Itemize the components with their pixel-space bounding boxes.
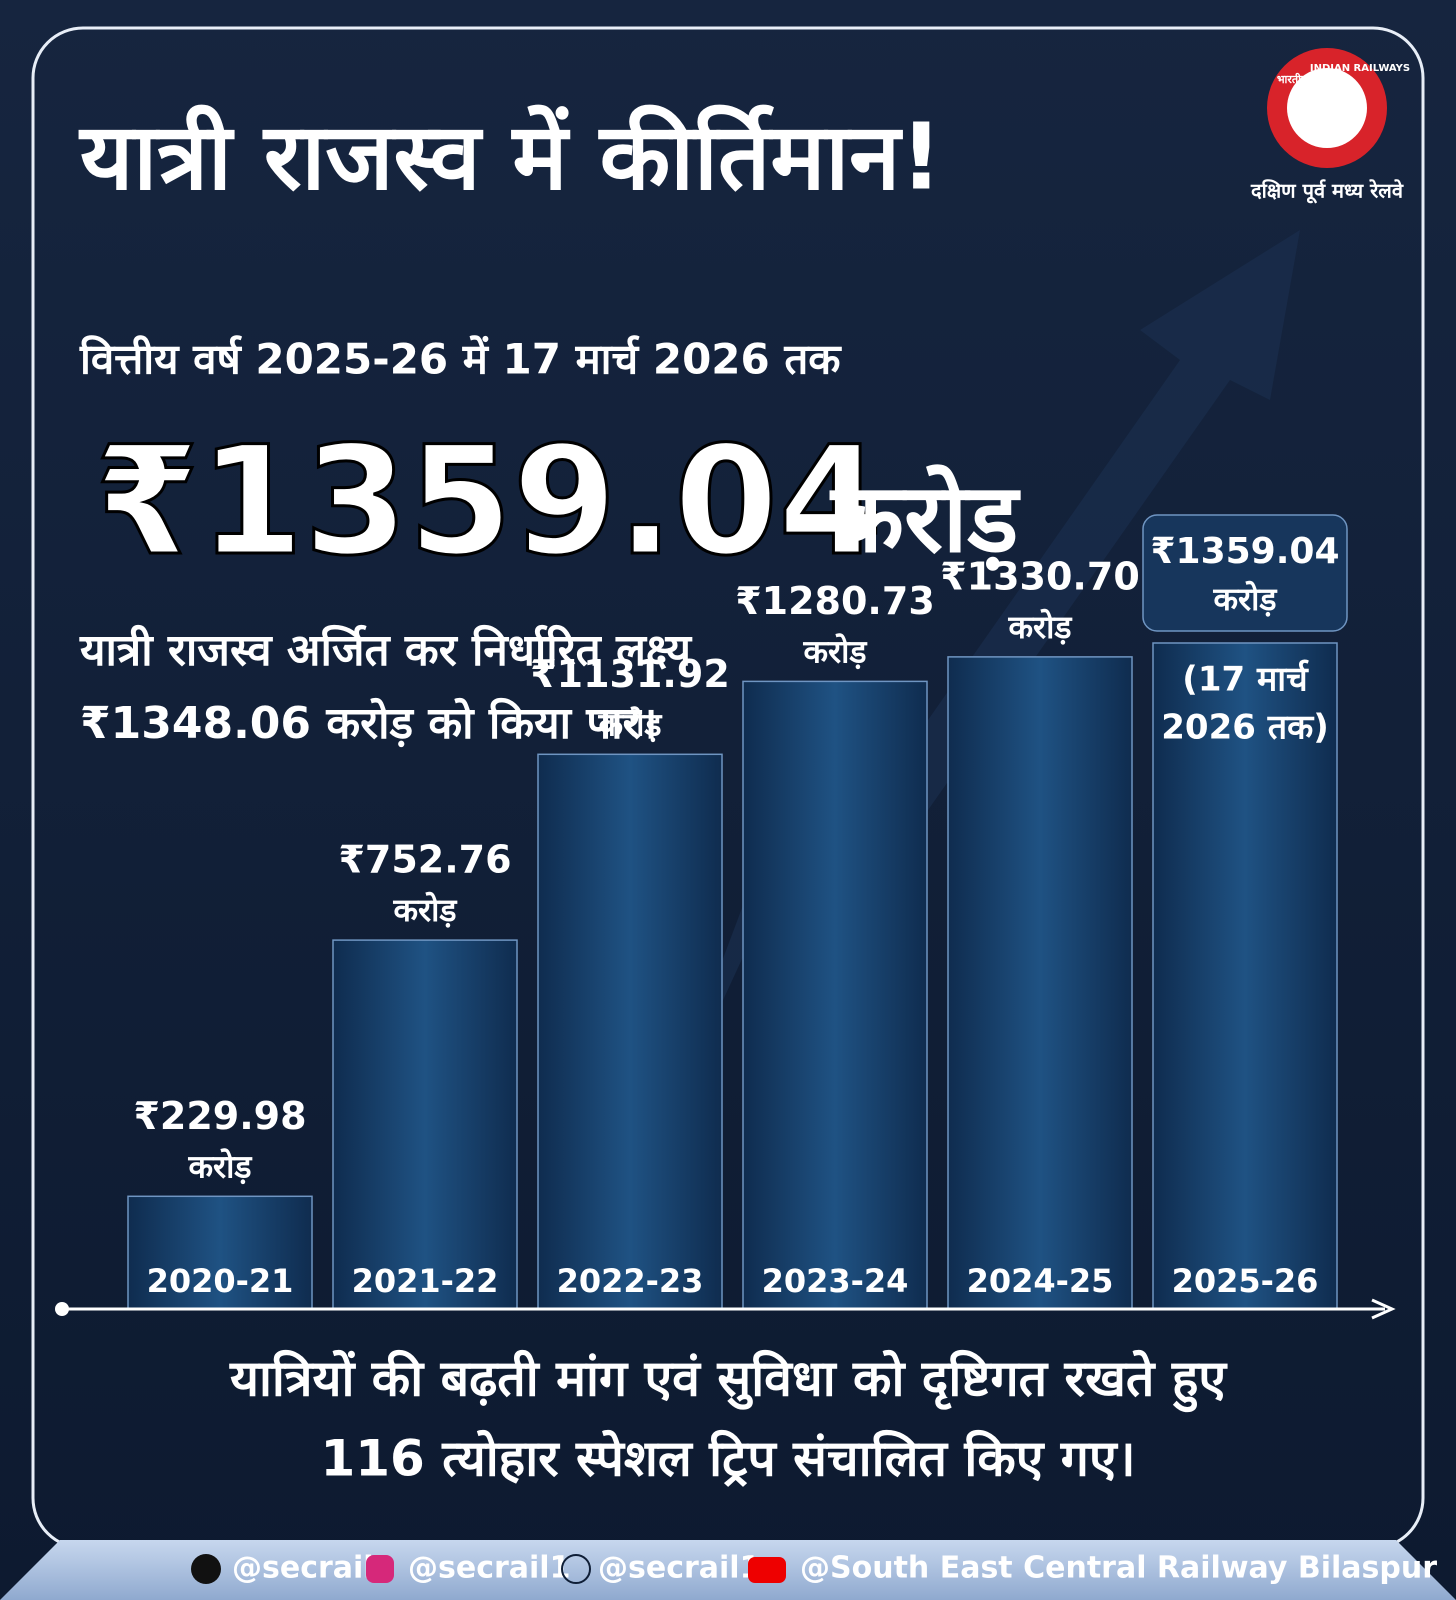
bar bbox=[537, 753, 723, 1310]
social-handle[interactable]: @South East Central Railway Bilaspur bbox=[800, 1551, 1437, 1586]
bar bbox=[947, 656, 1133, 1310]
axis-arrow bbox=[1371, 1298, 1396, 1320]
value-label: ₹1359.04 bbox=[1150, 531, 1339, 572]
message-line: 116 त्योहार स्पेशल ट्रिप संचालित किए गए। bbox=[320, 1430, 1135, 1488]
amount: ₹1359.04 bbox=[95, 415, 883, 589]
x-tick-label: 2025-26 bbox=[1172, 1262, 1319, 1300]
bar bbox=[332, 939, 518, 1310]
value-unit: करोड़ bbox=[802, 632, 867, 670]
bar bbox=[127, 1195, 313, 1310]
annotation: 2026 तक) bbox=[1161, 708, 1329, 748]
x-tick-label: 2024-25 bbox=[967, 1262, 1114, 1300]
bar-chart: 2020-21 ₹229.98 करोड़ 2021-22 ₹752.76 करोड़ 20… bbox=[127, 514, 1348, 1310]
annotation: (17 मार्च bbox=[1182, 659, 1309, 700]
bar bbox=[742, 680, 928, 1310]
value-unit: करोड़ bbox=[187, 1147, 252, 1185]
intro: वित्तीय वर्ष 2025-26 में 17 मार्च 2026 त… bbox=[79, 335, 842, 384]
message-line: यात्रियों की बढ़ती मांग एवं सुविधा को दृ… bbox=[229, 1350, 1228, 1413]
value-unit: करोड़ bbox=[392, 891, 457, 929]
footer-band bbox=[0, 1540, 1456, 1600]
value-unit: करोड़ bbox=[1212, 580, 1277, 618]
bar bbox=[1152, 642, 1338, 1310]
summary-line: ₹1348.06 करोड़ को किया पार। bbox=[80, 697, 657, 749]
logo-inner bbox=[1287, 68, 1367, 148]
facebook-icon bbox=[561, 1554, 591, 1584]
youtube-icon bbox=[748, 1557, 786, 1583]
value-label: ₹1131.92 bbox=[530, 652, 730, 696]
callout-box bbox=[1142, 514, 1348, 632]
summary-line: यात्री राजस्व अर्जित कर निर्धारित लक्ष्य bbox=[79, 624, 692, 676]
title: यात्री राजस्व में कीर्तिमान! bbox=[78, 103, 942, 210]
social-handle[interactable]: @secrail1 bbox=[598, 1551, 760, 1586]
x-icon bbox=[191, 1554, 221, 1584]
x-tick-label: 2021-22 bbox=[352, 1262, 499, 1300]
x-tick-label: 2020-21 bbox=[147, 1262, 294, 1300]
social-handle[interactable]: @secrail bbox=[232, 1551, 374, 1586]
value-unit: करोड़ bbox=[1007, 608, 1072, 646]
instagram-icon bbox=[366, 1555, 394, 1583]
value-label: ₹1280.73 bbox=[735, 579, 935, 623]
value-unit: करोड़ bbox=[597, 705, 662, 743]
axis-start bbox=[55, 1302, 69, 1316]
social-handle[interactable]: @secrail1 bbox=[408, 1551, 570, 1586]
value-label: ₹229.98 bbox=[133, 1094, 306, 1138]
x-tick-label: 2023-24 bbox=[762, 1262, 909, 1300]
logo-text: भारतीय रेल bbox=[1277, 72, 1324, 86]
logo-caption: दक्षिण पूर्व मध्य रेलवे bbox=[1250, 179, 1404, 204]
value-label: ₹752.76 bbox=[338, 838, 511, 882]
x-tick-label: 2022-23 bbox=[557, 1262, 704, 1300]
value-label: ₹1330.70 bbox=[940, 554, 1140, 598]
amount-unit: करोड़ bbox=[829, 464, 1021, 574]
logo-text: INDIAN RAILWAYS bbox=[1310, 63, 1410, 74]
